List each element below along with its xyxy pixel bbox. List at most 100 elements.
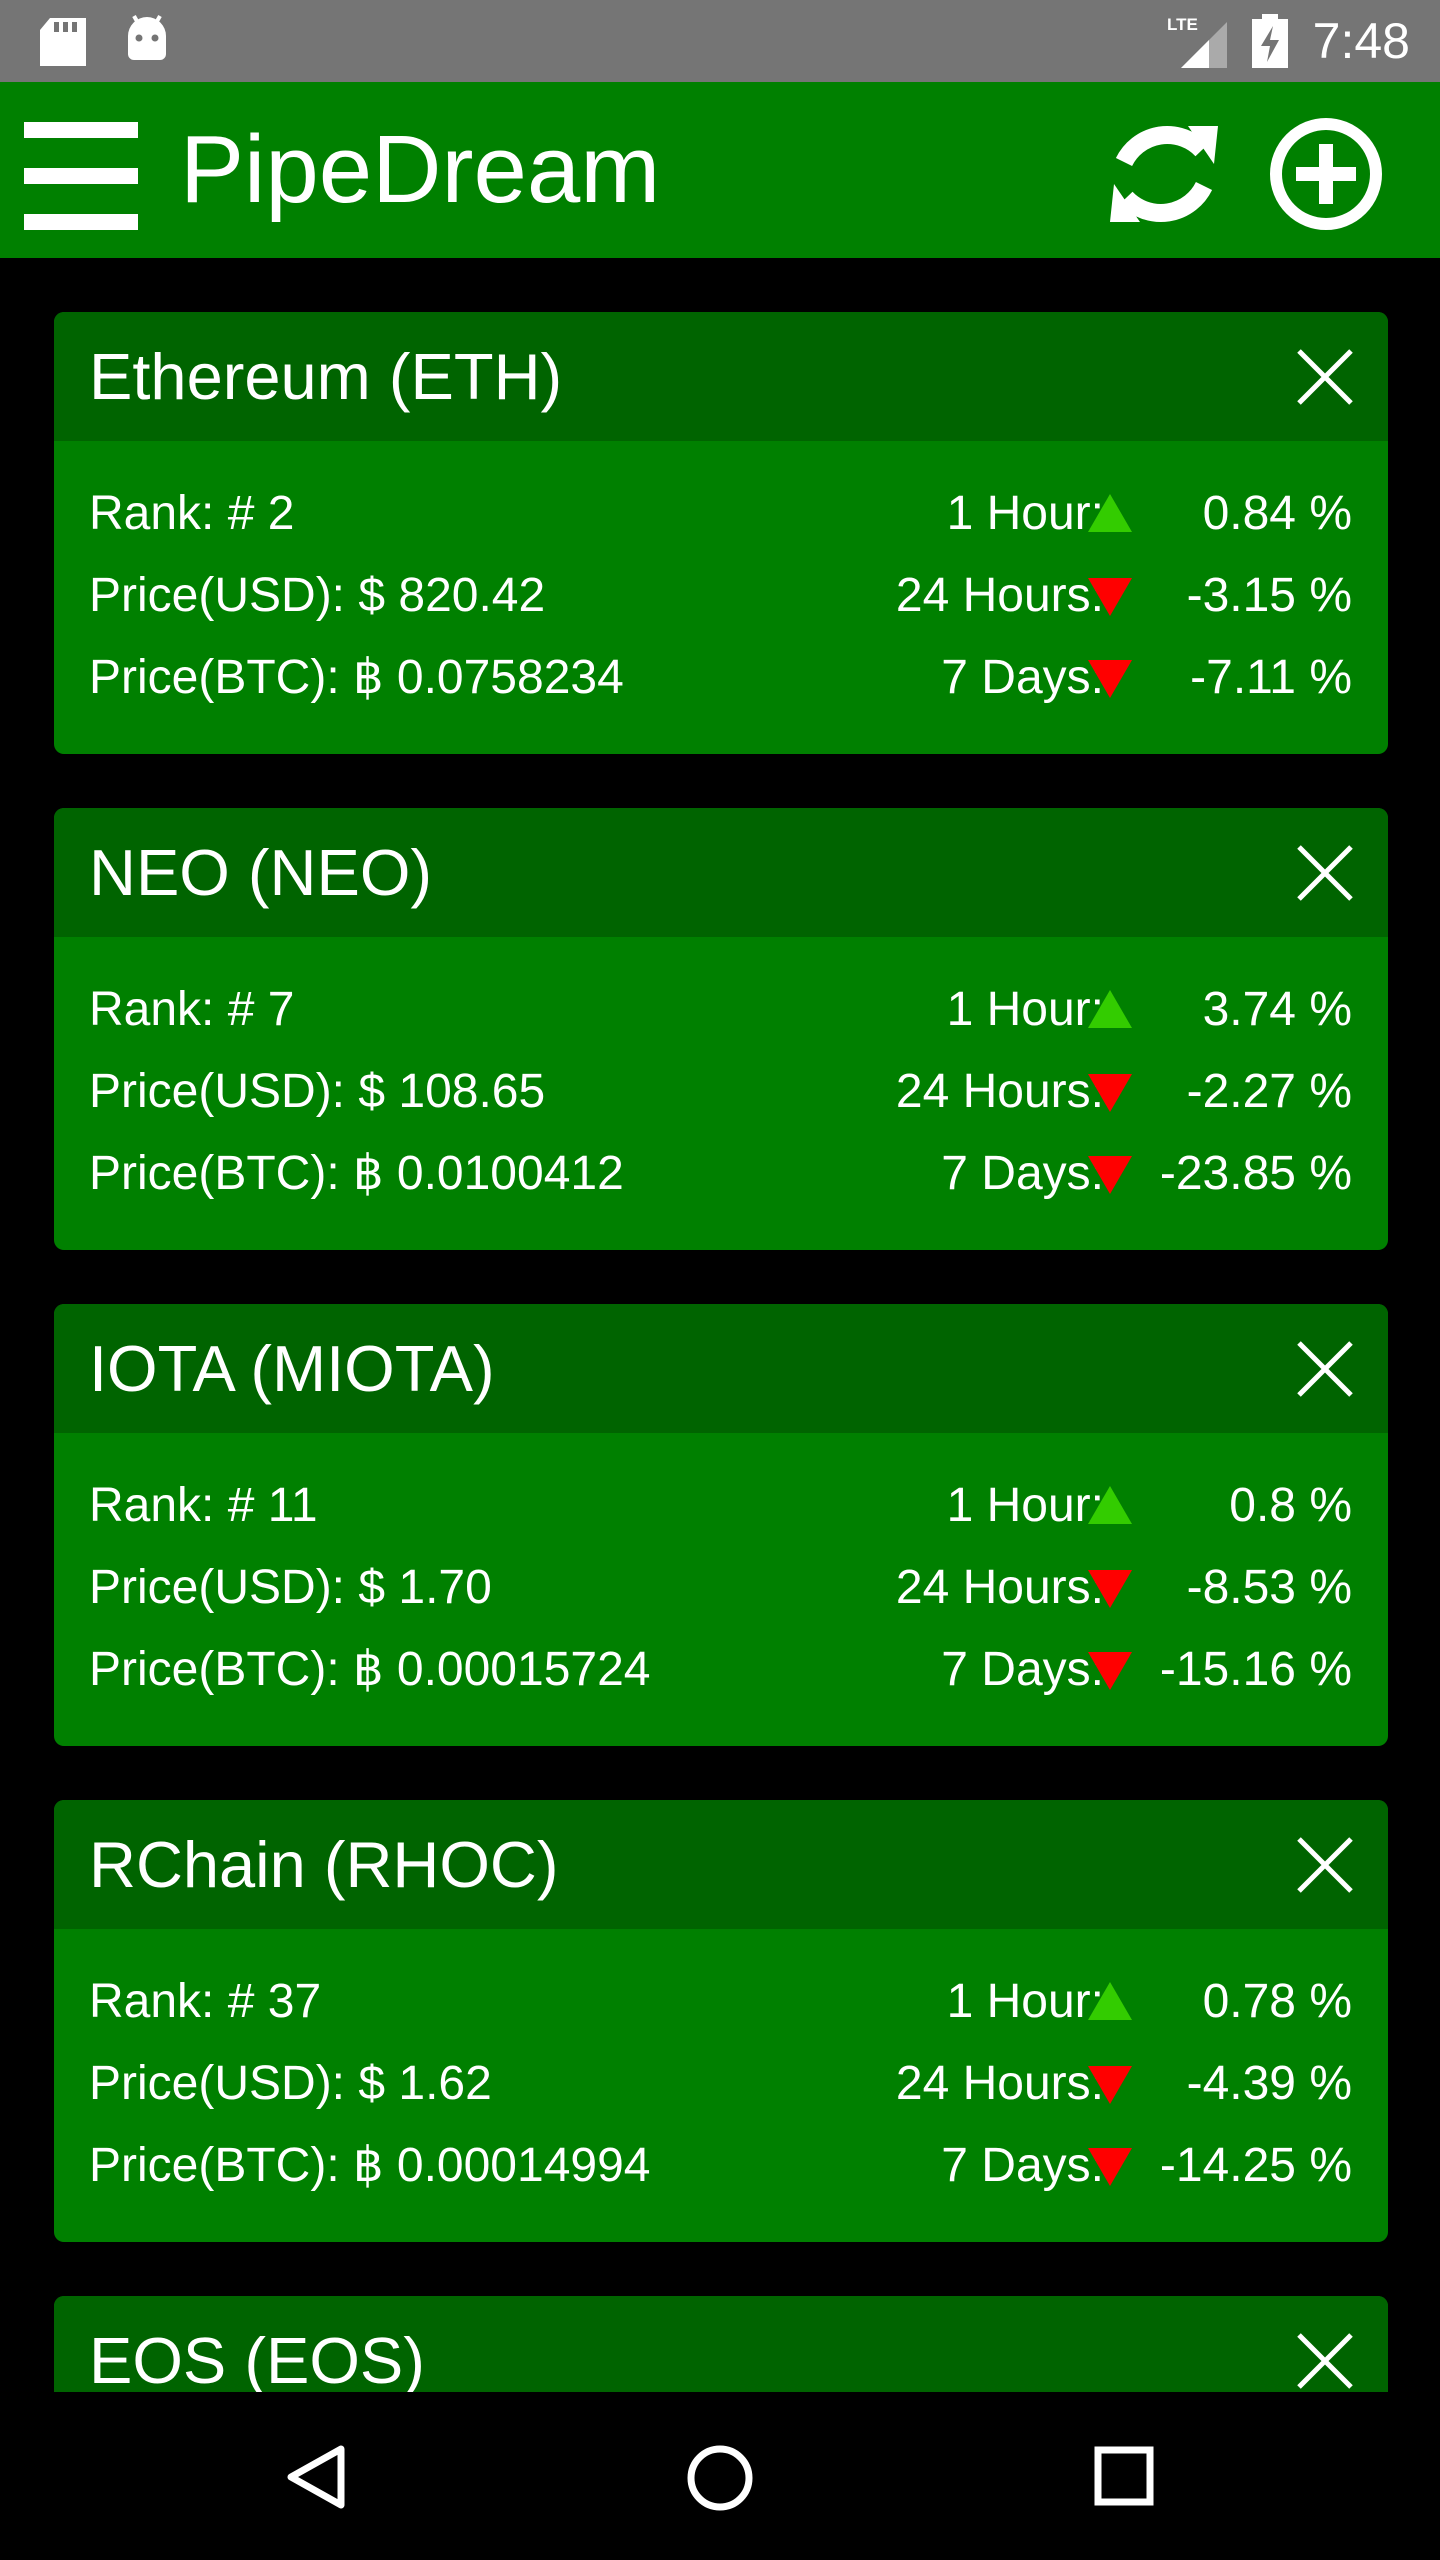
coin-info: Rank: # 2 bbox=[89, 487, 295, 540]
down-arrow bbox=[1088, 660, 1132, 698]
arrow-shape bbox=[1088, 1982, 1132, 2020]
coin-list: Ethereum (ETH) Rank: # 2 1 Hour: 0.84 % Pric… bbox=[0, 258, 1440, 2392]
change-label: 1 Hour: bbox=[946, 983, 1104, 1036]
battery-icon bbox=[1252, 14, 1288, 68]
svg-text:LTE: LTE bbox=[1167, 15, 1198, 34]
close-icon bbox=[1297, 2333, 1353, 2389]
close-button[interactable] bbox=[1296, 1836, 1354, 1894]
app-bar: PipeDream bbox=[0, 82, 1440, 258]
arrow-shape bbox=[1088, 1652, 1132, 1690]
down-arrow bbox=[1088, 578, 1132, 616]
coin-info: Price(USD): $ 108.65 bbox=[89, 1065, 546, 1118]
arrow-shape bbox=[1088, 2148, 1132, 2186]
arrow-shape bbox=[1088, 1486, 1132, 1524]
up-arrow bbox=[1088, 990, 1132, 1028]
down-arrow bbox=[1088, 1570, 1132, 1608]
navigation-bar bbox=[0, 2392, 1440, 2560]
change-label: 24 Hours: bbox=[895, 2057, 1104, 2110]
change-label: 1 Hour: bbox=[946, 487, 1104, 540]
coin-card: NEO (NEO) Rank: # 7 1 Hour: 3.74 % Price(USD… bbox=[54, 808, 1388, 1250]
coin-info: Price(BTC): ฿ 0.0758234 bbox=[89, 651, 624, 704]
recents-button[interactable] bbox=[1094, 2446, 1154, 2506]
coin-info: Price(USD): $ 1.70 bbox=[89, 1561, 492, 1614]
card-header: NEO (NEO) bbox=[54, 808, 1388, 937]
add-button[interactable] bbox=[1268, 116, 1384, 232]
up-arrow bbox=[1088, 1982, 1132, 2020]
coin-name: EOS (EOS) bbox=[89, 2324, 425, 2392]
menu-button[interactable] bbox=[24, 122, 138, 230]
arrow-shape bbox=[1088, 660, 1132, 698]
down-arrow bbox=[1088, 1074, 1132, 1112]
card-header: EOS (EOS) bbox=[54, 2296, 1388, 2392]
status-bar: LTE 7:48 bbox=[0, 0, 1440, 82]
coin-card: IOTA (MIOTA) Rank: # 11 1 Hour: 0.8 % Price(… bbox=[54, 1304, 1388, 1746]
coin-info: Price(USD): $ 1.62 bbox=[89, 2057, 492, 2110]
change-label: 1 Hour: bbox=[946, 1479, 1104, 1532]
close-icon bbox=[1297, 1341, 1353, 1397]
change-value: -2.27 % bbox=[1186, 1065, 1352, 1118]
change-value: -7.11 % bbox=[1190, 651, 1352, 704]
arrow-shape bbox=[1088, 1156, 1132, 1194]
arrow-shape bbox=[1088, 2066, 1132, 2104]
up-arrow bbox=[1088, 1486, 1132, 1524]
change-value: 0.78 % bbox=[1202, 1975, 1352, 2028]
coin-info: Rank: # 11 bbox=[89, 1479, 318, 1532]
change-value: -14.25 % bbox=[1159, 2139, 1352, 2192]
coin-info: Price(BTC): ฿ 0.00014994 bbox=[89, 2139, 651, 2192]
close-icon bbox=[1297, 1837, 1353, 1893]
change-label: 7 Days: bbox=[941, 2139, 1104, 2192]
coin-info: Rank: # 7 bbox=[89, 983, 295, 1036]
change-value: 3.74 % bbox=[1202, 983, 1352, 1036]
signal-icon: LTE bbox=[1167, 15, 1227, 68]
change-label: 7 Days: bbox=[941, 1643, 1104, 1696]
change-label: 24 Hours: bbox=[895, 569, 1104, 622]
coin-card: Ethereum (ETH) Rank: # 2 1 Hour: 0.84 % Pric… bbox=[54, 312, 1388, 754]
coin-name: IOTA (MIOTA) bbox=[89, 1332, 495, 1405]
down-arrow bbox=[1088, 2148, 1132, 2186]
coin-name: NEO (NEO) bbox=[89, 836, 433, 909]
home-button[interactable] bbox=[686, 2444, 754, 2512]
up-arrow bbox=[1088, 494, 1132, 532]
coin-name: Ethereum (ETH) bbox=[89, 340, 563, 413]
back-button[interactable] bbox=[285, 2444, 347, 2510]
card-header: IOTA (MIOTA) bbox=[54, 1304, 1388, 1433]
arrow-shape bbox=[1088, 578, 1132, 616]
coin-info: Rank: # 37 bbox=[89, 1975, 322, 2028]
close-button[interactable] bbox=[1296, 844, 1354, 902]
arrow-shape bbox=[1088, 1074, 1132, 1112]
refresh-button[interactable] bbox=[1106, 116, 1222, 232]
app-title: PipeDream bbox=[180, 116, 661, 223]
change-value: -15.16 % bbox=[1159, 1643, 1352, 1696]
arrow-shape bbox=[1088, 494, 1132, 532]
close-icon bbox=[1297, 349, 1353, 405]
clock: 7:48 bbox=[1312, 13, 1410, 69]
change-value: 0.84 % bbox=[1202, 487, 1352, 540]
change-label: 7 Days: bbox=[941, 1147, 1104, 1200]
change-label: 24 Hours: bbox=[895, 1065, 1104, 1118]
change-value: -3.15 % bbox=[1186, 569, 1352, 622]
coin-info: Price(USD): $ 820.42 bbox=[89, 569, 546, 622]
coin-card: RChain (RHOC) Rank: # 37 1 Hour: 0.78 % Pric… bbox=[54, 1800, 1388, 2242]
change-label: 24 Hours: bbox=[895, 1561, 1104, 1614]
close-button[interactable] bbox=[1296, 348, 1354, 406]
down-arrow bbox=[1088, 2066, 1132, 2104]
coin-card: EOS (EOS) bbox=[54, 2296, 1388, 2392]
arrow-shape bbox=[1088, 990, 1132, 1028]
close-button[interactable] bbox=[1296, 2332, 1354, 2390]
change-value: -4.39 % bbox=[1186, 2057, 1352, 2110]
arrow-shape bbox=[1088, 1570, 1132, 1608]
down-arrow bbox=[1088, 1652, 1132, 1690]
change-value: -23.85 % bbox=[1159, 1147, 1352, 1200]
coin-name: RChain (RHOC) bbox=[89, 1828, 559, 1901]
close-icon bbox=[1297, 845, 1353, 901]
change-label: 7 Days: bbox=[941, 651, 1104, 704]
coin-info: Price(BTC): ฿ 0.0100412 bbox=[89, 1147, 624, 1200]
close-button[interactable] bbox=[1296, 1340, 1354, 1398]
card-header: RChain (RHOC) bbox=[54, 1800, 1388, 1929]
card-header: Ethereum (ETH) bbox=[54, 312, 1388, 441]
change-label: 1 Hour: bbox=[946, 1975, 1104, 2028]
down-arrow bbox=[1088, 1156, 1132, 1194]
sd-card-icon bbox=[40, 18, 86, 66]
change-value: -8.53 % bbox=[1186, 1561, 1352, 1614]
